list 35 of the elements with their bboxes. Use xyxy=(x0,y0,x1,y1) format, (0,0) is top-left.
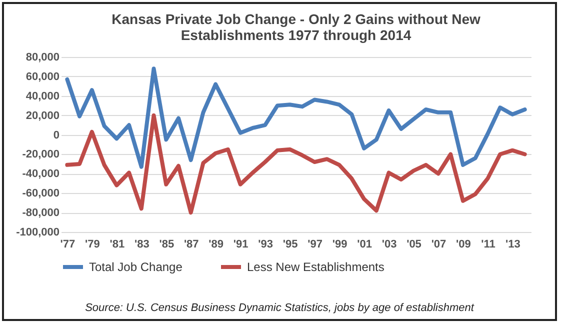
x-tick-label: '03 xyxy=(382,238,397,250)
chart-title: Kansas Private Job Change - Only 2 Gains without New Establishments 1977 through 2014 xyxy=(112,11,480,43)
y-tick-label: -100,000 xyxy=(16,226,60,238)
x-tick-label: '95 xyxy=(282,238,298,250)
source-note: Source: U.S. Census Business Dynamic Statistics, jobs by age of establishment xyxy=(84,302,476,314)
x-tick-label: '01 xyxy=(357,238,372,250)
x-tick-label: '97 xyxy=(308,238,322,250)
x-tick-label: '87 xyxy=(184,238,199,250)
x-tick-label: '99 xyxy=(332,238,348,250)
y-tick-label: -40,000 xyxy=(22,168,60,180)
x-tick-label: '91 xyxy=(233,238,248,250)
y-tick-label: 60,000 xyxy=(26,70,60,83)
legend-label: Total Job Change xyxy=(89,260,183,274)
x-tick-label: '77 xyxy=(60,238,76,250)
y-tick-label: 40,000 xyxy=(26,90,60,102)
y-tick-label: -20,000 xyxy=(22,148,60,161)
line-series xyxy=(65,113,527,215)
y-tick-label: -60,000 xyxy=(22,188,60,200)
x-tick-label: '81 xyxy=(110,238,125,250)
x-tick-label: '09 xyxy=(456,238,471,250)
line-series xyxy=(65,66,527,169)
x-tick-label: '07 xyxy=(431,238,446,250)
legend-label: Less New Establishments xyxy=(247,260,384,274)
y-tick-label: 20,000 xyxy=(26,110,60,122)
y-tick-label: 0 xyxy=(53,129,60,142)
x-tick-label: '79 xyxy=(84,238,100,250)
x-tick-label: '05 xyxy=(406,238,422,250)
x-tick-label: '85 xyxy=(159,238,174,250)
y-tick-label: 80,000 xyxy=(26,52,60,64)
x-tick-label: '11 xyxy=(481,238,496,250)
y-tick-label: -80,000 xyxy=(22,207,60,220)
x-tick-label: '83 xyxy=(134,238,150,250)
x-tick-label: '89 xyxy=(208,238,224,250)
x-tick-label: '93 xyxy=(258,238,274,250)
x-tick-label: '13 xyxy=(506,238,520,250)
